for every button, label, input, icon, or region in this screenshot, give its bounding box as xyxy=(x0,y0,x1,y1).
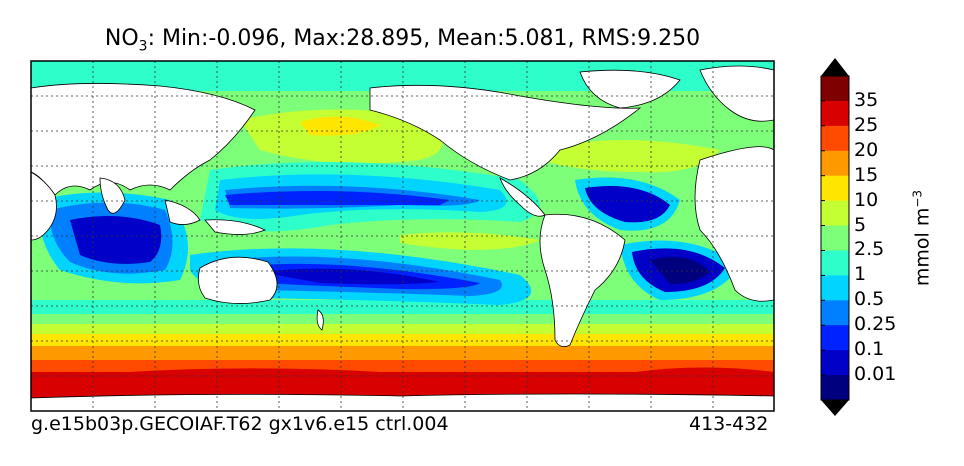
colorbar-block xyxy=(821,200,849,227)
colorbar-label: 20 xyxy=(854,138,879,161)
colorbar-label: 2.5 xyxy=(854,238,885,261)
colorbar-block xyxy=(821,325,849,351)
colorbar-extend-high xyxy=(821,58,849,76)
colorbar-label: 5 xyxy=(854,213,867,236)
ocean-field xyxy=(31,61,774,411)
colorbar-block xyxy=(821,350,849,376)
colorbar-block xyxy=(821,300,849,326)
colorbar-label: 25 xyxy=(854,113,879,136)
title-subscript: 3 xyxy=(138,38,148,55)
colorbar-label: 35 xyxy=(854,88,879,111)
colorbar-block xyxy=(821,175,849,202)
colorbar-block xyxy=(821,225,849,251)
map-frame xyxy=(30,60,775,412)
colorbar-block xyxy=(821,100,849,127)
title-stats: : Min:-0.096, Max:28.895, Mean:5.081, RM… xyxy=(147,26,701,51)
title-species: NO xyxy=(104,26,139,51)
colorbar-block xyxy=(821,125,849,152)
colorbar-block xyxy=(821,275,849,301)
colorbar-label: 0.25 xyxy=(854,313,897,336)
case-name: g.e15b03p.GECOIAF.T62 gx1v6.e15 ctrl.004 xyxy=(31,413,449,435)
colorbar-label: 1 xyxy=(854,263,867,286)
colorbar-label: 0.01 xyxy=(854,363,897,386)
colorbar-label: 15 xyxy=(854,163,879,186)
year-range: 413-432 xyxy=(689,413,769,435)
colorbar-ticks xyxy=(821,100,825,376)
units-label: mmol m−3 xyxy=(910,190,933,286)
land-masses xyxy=(31,65,774,411)
colorbar-label: 10 xyxy=(854,188,879,211)
colorbar-block xyxy=(821,76,849,102)
graticule xyxy=(31,61,774,411)
colorbar-block xyxy=(821,250,849,276)
colorbar-block xyxy=(821,375,849,401)
units-main: mmol m xyxy=(911,207,934,287)
colorbar-extend-low xyxy=(821,400,849,416)
units-exponent: −3 xyxy=(910,189,925,208)
colorbar-label: 0.5 xyxy=(854,288,885,311)
colorbar-block xyxy=(821,150,849,177)
colorbar-blocks xyxy=(820,75,850,401)
colorbar-label: 0.1 xyxy=(854,338,885,361)
map-title: NO3: Min:-0.096, Max:28.895, Mean:5.081,… xyxy=(30,26,775,54)
